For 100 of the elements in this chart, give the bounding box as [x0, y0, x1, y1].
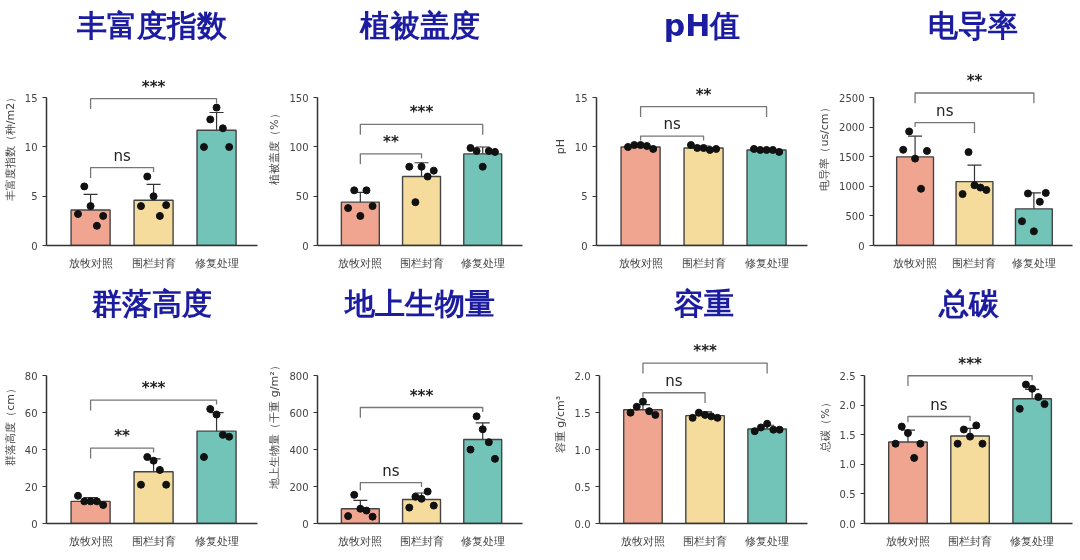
annotation: ** [383, 132, 399, 151]
x-tick-label: 修复处理 [460, 534, 505, 548]
bar [401, 175, 442, 246]
y-axis-title: 容重 g/cm³ [553, 395, 567, 454]
bar [888, 441, 928, 524]
bar [1012, 398, 1053, 524]
annotation: ns [113, 146, 131, 165]
y-tick-label: 1.5 [839, 429, 856, 441]
y-tick-label: 600 [289, 407, 309, 419]
annotation: ** [114, 427, 131, 446]
y-tick-label: 80 [24, 370, 38, 382]
annotation: ** [695, 85, 712, 104]
y-tick-label: 0 [581, 240, 588, 252]
x-tick-label: 放牧对照 [68, 256, 113, 270]
bar [623, 409, 663, 524]
x-tick-label: 围栏封育 [131, 256, 176, 270]
y-tick-label: 15 [574, 92, 588, 104]
y-tick-label: 5 [31, 191, 38, 203]
x-tick-label: 围栏封育 [681, 256, 726, 270]
y-tick-label: 0 [858, 240, 865, 252]
y-tick-label: 2000 [839, 122, 865, 134]
bar [340, 201, 381, 246]
y-tick-label: 20 [24, 481, 38, 493]
y-tick-label: 1.5 [574, 407, 591, 419]
chart-title: 电导率 [928, 7, 1018, 43]
y-axis-title: 地上生物量（干重 g/m²） [268, 360, 282, 490]
chart-title: 植被盖度 [359, 7, 480, 43]
annotation: ns [382, 461, 400, 480]
chart-title: pH值 [663, 7, 741, 43]
y-tick-label: 1000 [839, 181, 865, 193]
y-tick-label: 0 [302, 240, 309, 252]
y-tick-label: 100 [289, 141, 309, 153]
bar [685, 414, 725, 524]
bar [196, 129, 237, 246]
y-tick-label: 1.0 [574, 444, 591, 456]
x-tick-label: 围栏封育 [683, 534, 728, 548]
y-tick-label: 2.5 [839, 370, 856, 382]
y-tick-label: 10 [574, 141, 588, 153]
annotation: *** [409, 386, 434, 405]
y-tick-label: 0 [31, 240, 38, 252]
y-tick-label: 2.0 [574, 370, 591, 382]
y-axis-title: 丰富度指数（种/m2） [3, 91, 17, 202]
y-tick-label: 50 [295, 191, 309, 203]
y-tick-label: 1.0 [839, 459, 856, 471]
y-tick-label: 60 [24, 407, 38, 419]
y-axis-title: pH [553, 138, 567, 155]
chart-title: 群落高度 [91, 285, 212, 321]
x-tick-label: 围栏封育 [948, 534, 993, 548]
bar [950, 435, 990, 524]
y-tick-label: 0.5 [574, 481, 591, 493]
bar [463, 438, 503, 524]
bar [1014, 208, 1053, 246]
y-tick-label: 150 [289, 92, 309, 104]
bar [955, 180, 994, 246]
text: *** [141, 77, 166, 96]
chart-title: 总碳 [937, 285, 1000, 321]
annotation: ns [936, 101, 954, 120]
y-tick-label: 10 [24, 141, 38, 153]
y-tick-label: 1500 [839, 151, 865, 163]
x-tick-label: 围栏封育 [399, 534, 444, 548]
x-tick-label: 修复处理 [1010, 534, 1055, 548]
text: *** [693, 342, 717, 361]
y-axis-title: 植被盖度（%） [268, 108, 282, 185]
x-tick-label: 修复处理 [194, 534, 239, 548]
y-tick-label: 0 [31, 518, 38, 530]
x-tick-label: 修复处理 [194, 256, 239, 270]
x-tick-label: 围栏封育 [399, 256, 444, 270]
annotation: ns [665, 371, 683, 390]
y-tick-label: 2.0 [839, 400, 856, 412]
y-tick-label: 0.5 [839, 488, 856, 500]
chart-title: 容重 [672, 285, 734, 321]
y-tick-label: 800 [289, 370, 309, 382]
x-tick-label: 放牧对照 [618, 256, 663, 270]
text: *** [958, 354, 982, 373]
bar [895, 156, 935, 246]
chart-title: 地上生物量 [343, 285, 495, 321]
y-tick-label: 5 [581, 191, 588, 203]
text: ** [966, 72, 983, 91]
x-tick-label: 围栏封育 [952, 256, 997, 270]
annotation: *** [409, 103, 434, 122]
x-tick-label: 放牧对照 [893, 256, 938, 270]
y-tick-label: 15 [24, 92, 38, 104]
y-tick-label: 200 [289, 481, 309, 493]
bar [463, 153, 503, 246]
bar [196, 430, 237, 524]
bar [133, 199, 174, 246]
x-tick-label: 修复处理 [460, 256, 505, 270]
x-tick-label: 放牧对照 [338, 534, 383, 548]
annotation: ns [663, 115, 681, 134]
bar [747, 428, 788, 524]
annotation: *** [141, 379, 166, 398]
x-tick-label: 修复处理 [744, 256, 789, 270]
y-tick-label: 40 [24, 444, 38, 456]
bar [133, 471, 174, 524]
y-tick-label: 500 [845, 210, 865, 222]
y-tick-label: 0 [302, 518, 309, 530]
x-tick-label: 放牧对照 [885, 534, 930, 548]
y-axis-title: 群落高度（cm） [3, 383, 17, 466]
y-axis-title: 总碳（%） [818, 397, 832, 453]
x-tick-label: 放牧对照 [338, 256, 383, 270]
